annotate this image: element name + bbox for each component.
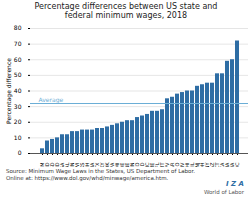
svg-text:DC: DC bbox=[234, 162, 240, 167]
svg-text:70: 70 bbox=[14, 40, 22, 47]
svg-text:60: 60 bbox=[14, 56, 22, 63]
html-text:World of Labor: World of Labor bbox=[203, 188, 244, 195]
svg-text:IL: IL bbox=[189, 162, 196, 167]
html-text:I Z A: I Z A bbox=[226, 180, 244, 189]
svg-text:20: 20 bbox=[14, 118, 22, 125]
html-text:Percentage differences between: Percentage differences between US state … bbox=[34, 2, 218, 21]
svg-text:Percentage difference: Percentage difference bbox=[5, 58, 13, 124]
svg-text:10: 10 bbox=[14, 134, 22, 141]
html-text:Source: Minimum Wage Laws in t: Source: Minimum Wage Laws in the States,… bbox=[6, 168, 195, 181]
svg-text:Average: Average bbox=[39, 96, 64, 104]
svg-text:50: 50 bbox=[14, 71, 22, 78]
svg-text:0: 0 bbox=[18, 149, 22, 156]
svg-text:40: 40 bbox=[14, 87, 22, 94]
svg-text:30: 30 bbox=[14, 103, 22, 110]
svg-text:80: 80 bbox=[14, 24, 22, 31]
